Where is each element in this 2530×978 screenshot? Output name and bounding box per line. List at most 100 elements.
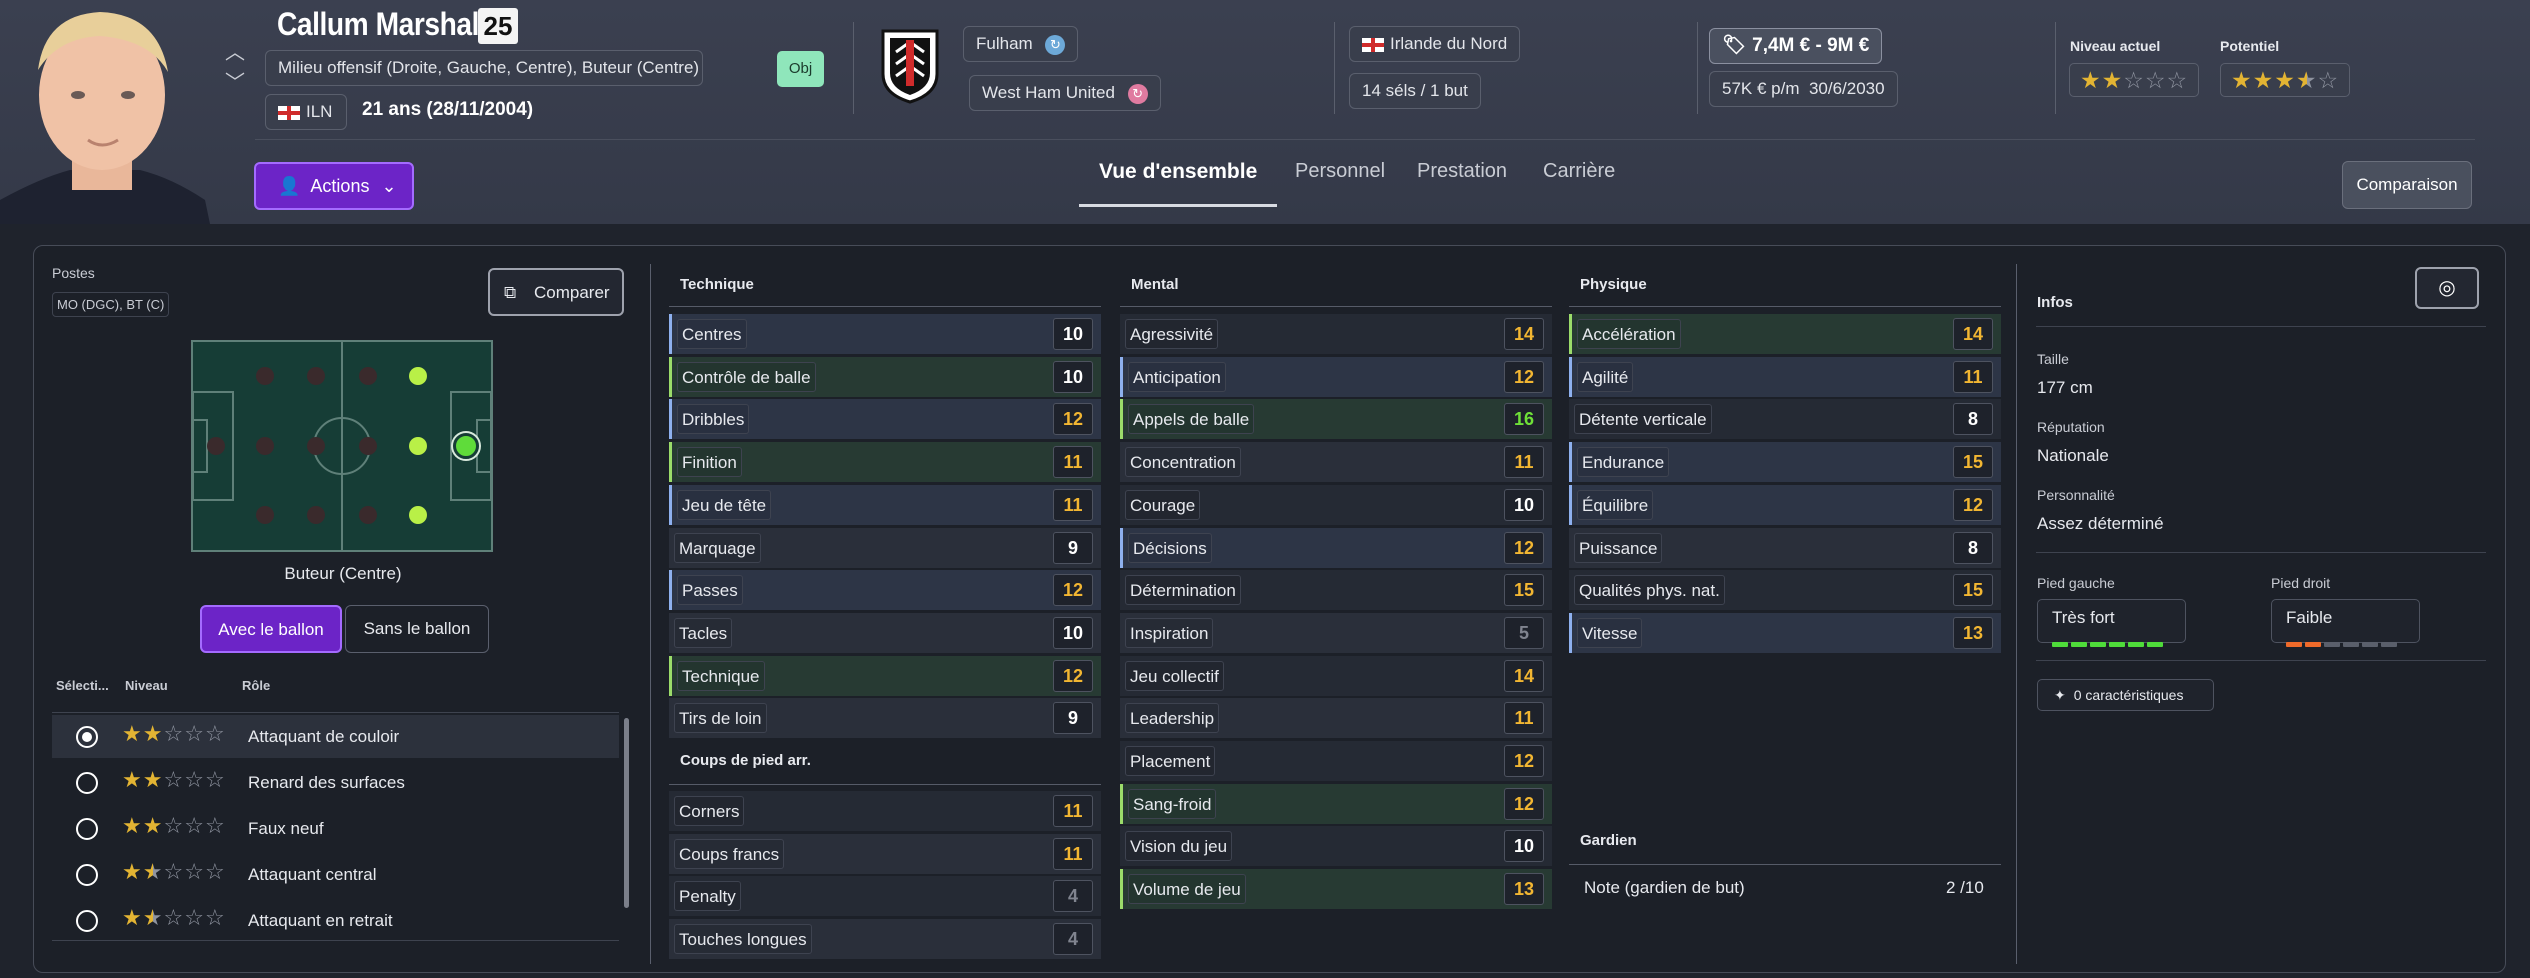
attribute-row[interactable]: Dribbles 12	[669, 399, 1101, 440]
attribute-value: 12	[1504, 360, 1544, 393]
role-row[interactable]: ★★☆☆☆ Renard des surfaces	[52, 761, 619, 804]
position-dot[interactable]	[307, 437, 325, 455]
transfer-value[interactable]: 🏷 7,4M € - 9M €	[1709, 28, 1883, 64]
attribute-row[interactable]: Contrôle de balle 10	[669, 356, 1101, 397]
attribute-row[interactable]: Inspiration 5	[1120, 612, 1552, 653]
position-dot[interactable]	[307, 506, 325, 524]
tab-career[interactable]: Carrière	[1543, 160, 1616, 182]
attribute-value: 12	[1053, 403, 1093, 436]
attribute-row[interactable]: Volume de jeu 13	[1120, 869, 1552, 910]
divider	[1569, 306, 2001, 307]
star-empty-icon: ☆	[2166, 67, 2189, 93]
attribute-row[interactable]: Placement 12	[1120, 741, 1552, 781]
attribute-row[interactable]: Agilité 11	[1569, 356, 2001, 397]
attribute-row[interactable]: Centres 10	[669, 314, 1101, 354]
previous-player-arrow-icon[interactable]: ︿	[225, 42, 245, 64]
objective-badge[interactable]: Obj	[777, 51, 824, 87]
attribute-row[interactable]: Tacles 10	[669, 612, 1101, 653]
person-circle-icon: ◎	[2438, 277, 2456, 299]
attribute-row[interactable]: Finition 11	[669, 442, 1101, 483]
with-ball-toggle[interactable]: Avec le ballon	[200, 605, 342, 653]
role-radio[interactable]	[76, 910, 98, 932]
attribute-row[interactable]: Détermination 15	[1120, 570, 1552, 611]
attribute-row[interactable]: Tirs de loin 9	[669, 698, 1101, 739]
traits-button[interactable]: ✦ 0 caractéristiques	[2037, 679, 2214, 711]
without-ball-toggle[interactable]: Sans le ballon	[345, 605, 489, 653]
tab-personal[interactable]: Personnel	[1295, 160, 1386, 182]
attribute-row[interactable]: Vitesse 13	[1569, 612, 2001, 653]
position-dot[interactable]	[207, 437, 225, 455]
national-team[interactable]: Irlande du Nord	[1349, 26, 1521, 62]
attribute-row[interactable]: Jeu collectif 14	[1120, 655, 1552, 696]
attribute-row[interactable]: Marquage 9	[669, 527, 1101, 568]
player-name: Callum Marshall	[277, 6, 487, 42]
attribute-row[interactable]: Agressivité 14	[1120, 314, 1552, 354]
attribute-row[interactable]: Technique 12	[669, 655, 1101, 696]
position-dot-st-selected[interactable]	[453, 433, 479, 459]
attribute-name: Coups francs	[674, 838, 785, 869]
position-dot[interactable]	[359, 506, 377, 524]
role-radio[interactable]	[76, 818, 98, 840]
player-avatar-settings-button[interactable]: ◎	[2415, 267, 2479, 309]
attribute-row[interactable]: Corners 11	[669, 791, 1101, 831]
attribute-row[interactable]: Jeu de tête 11	[669, 484, 1101, 525]
loan-club[interactable]: West Ham United ↻	[969, 75, 1161, 111]
attribute-row[interactable]: Décisions 12	[1120, 527, 1552, 568]
attribute-row[interactable]: Penalty 4	[669, 876, 1101, 917]
role-row[interactable]: ★★☆☆☆ Attaquant en retrait	[52, 899, 619, 942]
position-dot-aml[interactable]	[409, 506, 427, 524]
actions-label: Actions	[310, 176, 370, 196]
star-full-icon: ★	[122, 767, 143, 792]
attribute-row[interactable]: Anticipation 12	[1120, 356, 1552, 397]
attribute-row[interactable]: Leadership 11	[1120, 698, 1552, 739]
fulham-crest-icon[interactable]	[880, 28, 940, 104]
attribute-row[interactable]: Touches longues 4	[669, 919, 1101, 960]
position-pitch[interactable]	[191, 340, 493, 552]
position-dot[interactable]	[256, 506, 274, 524]
attribute-row[interactable]: Équilibre 12	[1569, 484, 2001, 525]
role-list-scrollbar[interactable]	[624, 718, 629, 908]
role-header-level[interactable]: Niveau	[125, 678, 168, 693]
role-radio[interactable]	[76, 864, 98, 886]
position-dot-amr[interactable]	[409, 367, 427, 385]
attribute-row[interactable]: Appels de balle 16	[1120, 399, 1552, 440]
role-row[interactable]: ★★☆☆☆ Attaquant central	[52, 853, 619, 896]
attribute-row[interactable]: Qualités phys. nat. 15	[1569, 570, 2001, 611]
attribute-row[interactable]: Accélération 14	[1569, 314, 2001, 354]
role-header-role[interactable]: Rôle	[242, 678, 271, 693]
attribute-value: 16	[1504, 403, 1544, 436]
position-dot[interactable]	[256, 367, 274, 385]
role-row[interactable]: ★★☆☆☆ Faux neuf	[52, 807, 619, 850]
actions-button[interactable]: 👤 Actions ⌄	[254, 162, 414, 210]
attribute-row[interactable]: Détente verticale 8	[1569, 399, 2001, 440]
role-header-select[interactable]: Sélecti...	[56, 678, 109, 693]
position-dot-amc[interactable]	[409, 437, 427, 455]
attribute-row[interactable]: Endurance 15	[1569, 442, 2001, 483]
attribute-row[interactable]: Concentration 11	[1120, 442, 1552, 483]
role-radio[interactable]	[76, 726, 98, 748]
attribute-row[interactable]: Sang-froid 12	[1120, 783, 1552, 824]
compare-button[interactable]: ⧉ Comparer	[488, 268, 624, 316]
compare-label: Comparer	[534, 283, 610, 302]
star-empty-icon: ☆	[163, 859, 185, 884]
tab-overview[interactable]: Vue d'ensemble	[1099, 160, 1258, 183]
comparison-button[interactable]: Comparaison	[2342, 161, 2472, 209]
position-dot[interactable]	[307, 367, 325, 385]
next-player-arrow-icon[interactable]: ﹀	[225, 72, 245, 94]
attribute-name: Vision du jeu	[1125, 831, 1233, 862]
attribute-row[interactable]: Vision du jeu 10	[1120, 826, 1552, 867]
role-radio[interactable]	[76, 772, 98, 794]
position-dot[interactable]	[256, 437, 274, 455]
star-full-icon: ★	[142, 813, 164, 838]
attribute-name: Décisions	[1128, 532, 1212, 563]
attribute-row[interactable]: Coups francs 11	[669, 833, 1101, 874]
position-dot[interactable]	[359, 367, 377, 385]
attribute-row[interactable]: Courage 10	[1120, 484, 1552, 525]
tab-performance[interactable]: Prestation	[1417, 160, 1508, 182]
attribute-row[interactable]: Passes 12	[669, 570, 1101, 611]
current-club[interactable]: Fulham ↻	[963, 26, 1079, 62]
role-row[interactable]: ★★☆☆☆ Attaquant de couloir	[52, 715, 619, 758]
attribute-row[interactable]: Puissance 8	[1569, 527, 2001, 568]
position-dot[interactable]	[359, 437, 377, 455]
left-foot-level-bars	[2052, 632, 2166, 652]
